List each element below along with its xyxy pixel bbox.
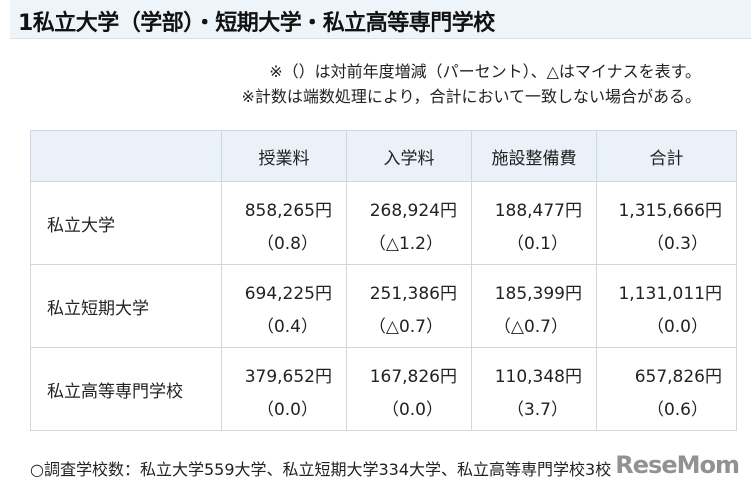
table-cell: 188,477円 （0.1） [471,181,597,265]
cell-change: （0.8） [256,234,318,254]
cell-change: （0.0） [646,317,708,337]
table-cell: 185,399円 （△0.7） [471,264,597,348]
table-row: 私立高等専門学校 379,652円 （0.0） 167,826円 （0.0） 110,34… [30,347,737,431]
row-label: 私立短期大学 [30,264,222,348]
section-header: 1私立大学（学部）・短期大学・私立高等専門学校 [10,0,751,39]
note-1: ※（）は対前年度増減（パーセント）、△はマイナスを表す。 [269,62,701,81]
cell-change: （△1.2） [368,234,443,254]
cell-change: （0.0） [381,400,443,420]
table-cell: 858,265円 （0.8） [221,181,347,265]
column-header: 入学料 [346,130,472,182]
column-header [30,130,222,182]
cell-change: （△0.7） [368,317,443,337]
cell-value: 694,225円 [244,284,332,304]
table-row: 私立短期大学 694,225円 （0.4） 251,386円 （△0.7） 185,399… [30,264,737,348]
cell-change: （0.4） [256,317,318,337]
cell-change: （0.6） [646,400,708,420]
cell-value: 185,399円 [494,284,582,304]
cell-change: （3.7） [506,400,568,420]
table-cell: 1,131,011円 （0.0） [596,264,737,348]
cell-value: 268,924円 [369,201,457,221]
page-title: 1私立大学（学部）・短期大学・私立高等専門学校 [18,11,495,36]
cell-value: 1,131,011円 [618,284,722,304]
cell-value: 167,826円 [369,367,457,387]
row-label: 私立大学 [30,181,222,265]
tuition-table: 授業料 入学料 施設整備費 合計 私立大学 858,265円 （0.8） 268,924円 （… [30,130,737,431]
cell-change: （0.0） [256,400,318,420]
cell-value: 110,348円 [494,367,582,387]
table-row: 私立大学 858,265円 （0.8） 268,924円 （△1.2） 188,477円 （… [30,181,737,265]
column-header: 合計 [596,130,737,182]
table-cell: 167,826円 （0.0） [346,347,472,431]
resemom-watermark-logo: ReseMom [615,451,740,479]
cell-change: （0.1） [506,234,568,254]
note-2: ※計数は端数処理により，合計において一致しない場合がある。 [241,87,702,106]
cell-change: （△0.7） [493,317,568,337]
row-label: 私立高等専門学校 [30,347,222,431]
table-cell: 694,225円 （0.4） [221,264,347,348]
cell-value: 251,386円 [369,284,457,304]
cell-value: 188,477円 [494,201,582,221]
table-cell: 110,348円 （3.7） [471,347,597,431]
table-cell: 251,386円 （△0.7） [346,264,472,348]
cell-change: （0.3） [646,234,708,254]
cell-value: 657,826円 [634,367,722,387]
table-cell: 379,652円 （0.0） [221,347,347,431]
column-header: 施設整備費 [471,130,597,182]
cell-value: 379,652円 [244,367,332,387]
table-cell: 1,315,666円 （0.3） [596,181,737,265]
cell-value: 1,315,666円 [618,201,722,221]
table-cell: 268,924円 （△1.2） [346,181,472,265]
column-header: 授業料 [221,130,347,182]
table-cell: 657,826円 （0.6） [596,347,737,431]
cell-value: 858,265円 [244,201,332,221]
footer-note: ○調査学校数：私立大学559大学、私立短期大学334大学、私立高等専門学校3校 [30,460,612,479]
